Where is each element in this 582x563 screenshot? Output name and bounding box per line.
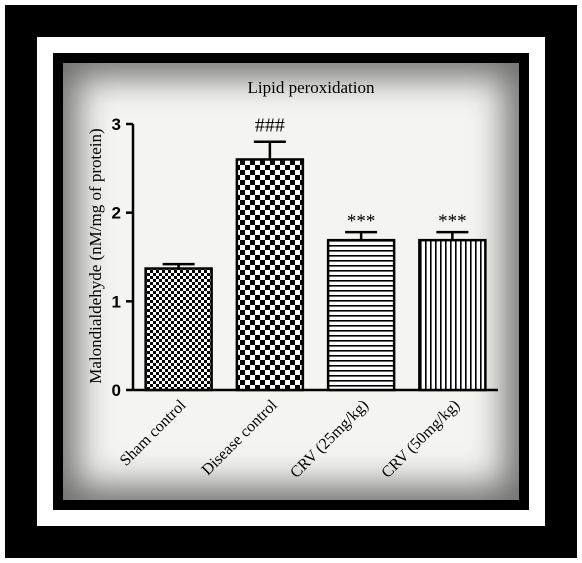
- y-tick-label: 1: [112, 292, 121, 311]
- x-category-label: CRV (25mg/kg): [287, 397, 372, 482]
- y-tick-label: 0: [112, 381, 121, 400]
- bar: [418, 238, 487, 392]
- bars: [144, 140, 487, 392]
- x-category-label: Disease control: [199, 396, 281, 478]
- x-category-label: CRV (50mg/kg): [378, 397, 463, 482]
- significance-annotation: ###: [255, 115, 285, 137]
- chart-title: Lipid peroxidation: [247, 78, 375, 97]
- y-tick-label: 3: [112, 115, 121, 134]
- significance-annotation: ***: [347, 211, 376, 232]
- bar: [326, 238, 396, 392]
- y-axis-label: Malondialdehyde (nM/mg of protein): [86, 128, 105, 383]
- significance-annotation: ***: [438, 211, 467, 232]
- x-category-label: Sham control: [117, 396, 190, 469]
- y-tick-label: 2: [112, 204, 121, 223]
- bar: [144, 267, 213, 392]
- bar: [235, 158, 305, 392]
